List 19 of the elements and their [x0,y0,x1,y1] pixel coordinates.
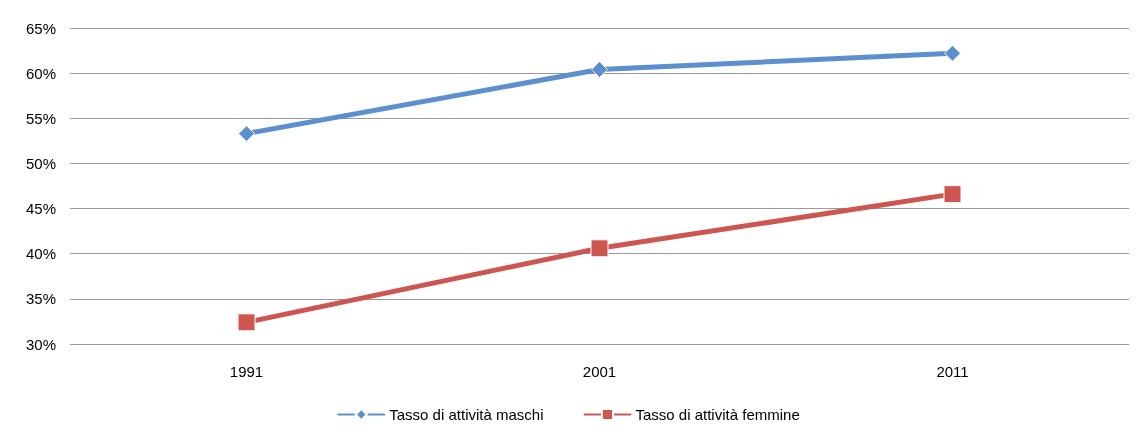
point [590,239,609,258]
y-tick-label: 45% [25,200,56,218]
legend-label: Tasso di attività femmine [635,406,800,423]
y-tick-label: 65% [25,19,56,37]
y-tick-label: 50% [25,154,56,172]
y-tick-label: 55% [25,109,56,127]
point [591,61,608,79]
x-tick-label: 1991 [229,363,264,380]
point [944,44,961,62]
x-tick-label: 2001 [582,363,617,380]
point [238,125,255,143]
point [237,313,256,332]
point [943,185,962,204]
x-tick-label: 2011 [936,363,969,380]
y-tick-label: 40% [25,245,56,263]
y-tick-label: 35% [25,290,56,308]
y-tick-label: 30% [25,335,56,353]
legend-label: Tasso di attività maschi [389,406,544,423]
y-tick-label: 60% [25,64,56,82]
